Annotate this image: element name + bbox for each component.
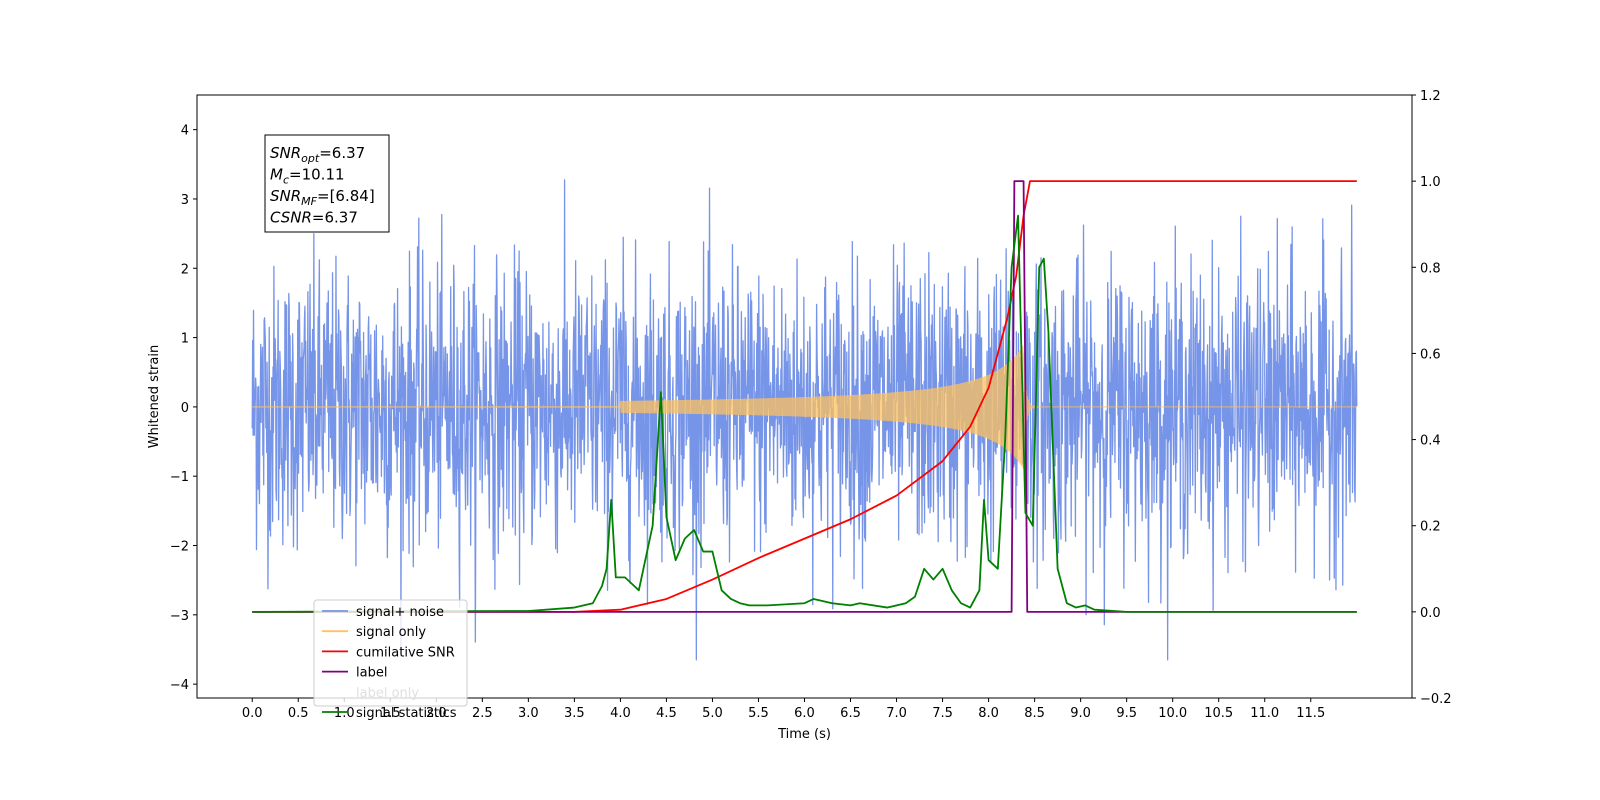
annotation-line: SNRMF=[6.84] [270,187,375,208]
legend-entry: signal+ noise [356,605,444,620]
x-tick-label: 0.0 [242,706,263,721]
series-line-5 [252,214,1357,613]
y-tick-label: −4 [170,678,189,693]
y-axis-label: Whitened strain [147,345,162,448]
y2-tick-label: 0.2 [1420,520,1441,535]
y2-tick-label: 0.4 [1420,434,1441,449]
annotation-line: CSNR=6.37 [270,209,358,227]
y-tick-label: −1 [170,470,189,485]
x-tick-label: 11.0 [1250,706,1279,721]
series-line-2 [252,180,1357,613]
legend-entry: signal only [356,625,426,640]
x-tick-label: 2.5 [472,706,493,721]
y2-tick-label: 0.0 [1420,606,1441,621]
series-layer [251,179,1358,661]
legend-entry: label [356,666,387,681]
x-tick-label: 6.5 [840,706,861,721]
y-tick-label: −3 [170,609,189,624]
x-tick-label: 4.0 [610,706,631,721]
y-tick-label: 2 [181,262,189,277]
x-axis-label: Time (s) [777,727,831,742]
y2-tick-label: 1.2 [1420,89,1441,104]
x-tick-label: 3.0 [518,706,539,721]
y-tick-label: 0 [181,401,189,416]
series-line-noise [251,179,1358,661]
series-line-signal [251,345,1357,470]
x-tick-label: 2.0 [426,706,447,721]
y-tick-label: −2 [170,540,189,555]
x-tick-label: 5.0 [702,706,723,721]
y2-tick-label: 1.0 [1420,175,1441,190]
x-tick-label: 5.5 [748,706,769,721]
y-tick-label: 4 [181,124,189,139]
series-line-3 [252,180,1357,613]
x-tick-label: 11.5 [1296,706,1325,721]
x-tick-label: 9.5 [1116,706,1137,721]
x-tick-label: 1.0 [334,706,355,721]
x-tick-label: 8.5 [1024,706,1045,721]
x-tick-label: 7.5 [932,706,953,721]
axes-layer: 0.0 0.5 1.0 1.5 2.0 2.5 3.0 3.5 4.0 4.5 5.0 5.5 6.0 6… [170,89,1452,721]
x-tick-label: 1.5 [380,706,401,721]
legend: signal+ noise signal only cumilative SNR la… [313,599,468,721]
x-tick-label: 8.0 [978,706,999,721]
legend-entry: cumilative SNR [356,645,455,660]
annotation-line: Mc=10.11 [270,166,345,187]
y2-tick-label: 0.6 [1420,347,1441,362]
legend-entry: label only [356,686,419,701]
x-tick-label: 9.0 [1070,706,1091,721]
x-tick-label: 0.5 [288,706,309,721]
annotation-frame [264,134,390,233]
legend-frame [313,599,468,707]
annotation-line: SNRopt=6.37 [270,144,365,165]
y2-tick-label: 0.8 [1420,261,1441,276]
x-tick-label: 7.0 [886,706,907,721]
x-tick-label: 4.5 [656,706,677,721]
y-tick-label: 1 [181,332,189,347]
x-tick-label: 10.0 [1158,706,1187,721]
y2-tick-label: −0.2 [1420,692,1452,707]
x-tick-label: 3.5 [564,706,585,721]
x-tick-label: 10.5 [1204,706,1233,721]
x-tick-label: 6.0 [794,706,815,721]
legend-entry: signal statistics [356,706,457,721]
y-tick-label: 3 [181,193,189,208]
